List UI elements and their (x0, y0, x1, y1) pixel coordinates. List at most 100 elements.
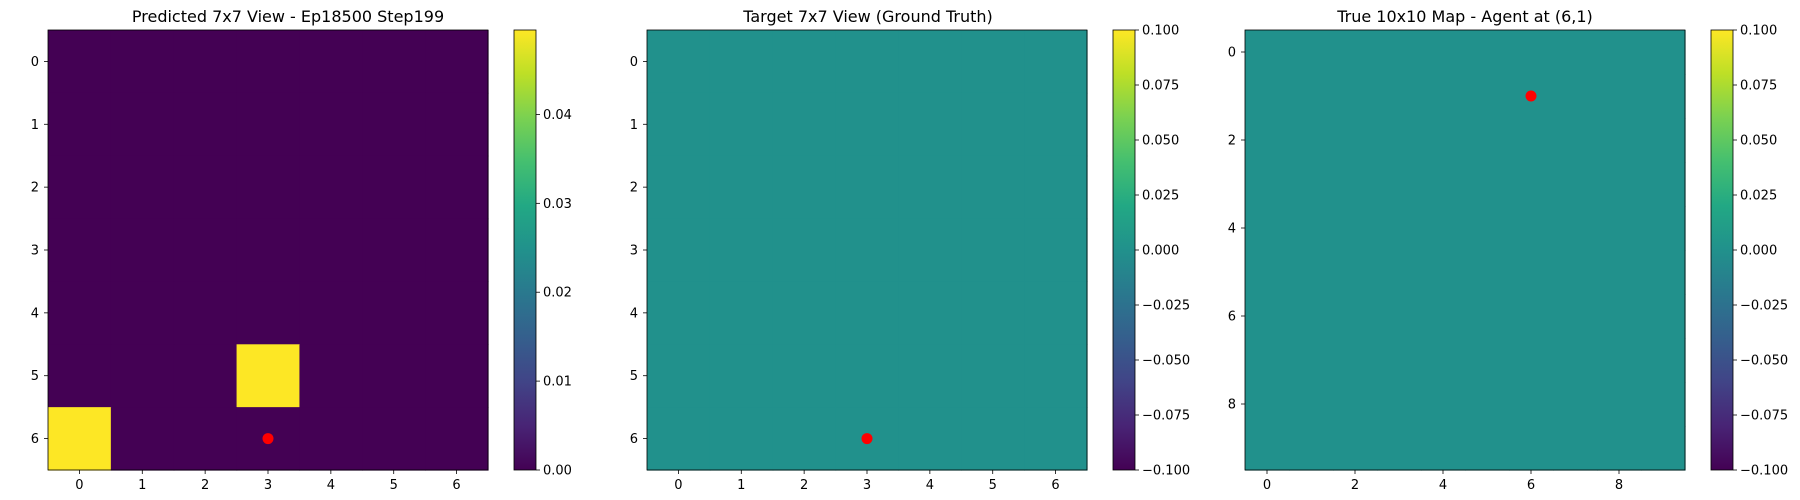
heatmap-cell (1024, 407, 1088, 471)
colorbar-tick-label: 0.025 (1142, 189, 1179, 204)
heatmap-cell (1509, 206, 1554, 251)
heatmap-cell (1245, 382, 1290, 427)
heatmap-cell (1289, 74, 1334, 119)
x-axis-ticks: 0 1 2 3 4 5 6 (674, 470, 1060, 493)
heatmap-cell (1377, 30, 1422, 75)
heatmap-cell (1421, 74, 1466, 119)
colorbar-tick-label: 0.02 (543, 286, 572, 301)
heatmap-cell (1333, 118, 1378, 163)
heatmap-cell (425, 407, 489, 471)
heatmap-cell (898, 407, 962, 471)
heatmap-cell (709, 30, 774, 94)
heatmap-cell (1377, 426, 1422, 471)
heatmap-cell (425, 344, 489, 408)
heatmap-cell (1377, 294, 1422, 339)
colorbar-tick-label: −0.025 (1142, 299, 1190, 314)
heatmap-cell (835, 281, 900, 345)
heatmap-cell (1553, 162, 1598, 207)
heatmap-cell (647, 407, 711, 471)
heatmap-cell (1597, 118, 1642, 163)
heatmap-cell (236, 218, 301, 283)
heatmap-cells (647, 30, 1088, 471)
y-tick-label: 2 (630, 181, 638, 196)
x-tick-label: 3 (264, 478, 272, 493)
heatmap-cell (1289, 206, 1334, 251)
heatmap-cell (362, 281, 426, 345)
heatmap-cell (425, 92, 489, 157)
heatmap-cell (898, 92, 962, 157)
x-tick-label: 3 (863, 478, 871, 493)
heatmap-cell (1245, 250, 1290, 295)
x-tick-label: 2 (201, 478, 209, 493)
heatmap-cell (835, 155, 900, 220)
heatmap-cell (1509, 118, 1554, 163)
heatmap-cell (1421, 30, 1466, 75)
heatmap-cell (236, 30, 301, 94)
colorbar-tick-label: 0.100 (1142, 24, 1179, 39)
colorbar-tick-label: 0.01 (543, 375, 572, 390)
y-tick-label: 0 (31, 55, 39, 70)
heatmap-cell (898, 281, 962, 345)
heatmap-cell (1641, 206, 1686, 251)
heatmap-cell (1289, 426, 1334, 471)
x-tick-label: 1 (138, 478, 146, 493)
panel-true-map: True 10x10 Map - Agent at (6,1) 0 2 4 6 8 0 2… (1228, 7, 1788, 493)
heatmap-cell (1641, 162, 1686, 207)
y-tick-label: 6 (1228, 310, 1236, 325)
panel-target-view: Target 7x7 View (Ground Truth) 0 1 2 3 4 5 6 0… (630, 7, 1190, 493)
heatmap-cells (1245, 30, 1686, 471)
colorbar-tick-label: 0.00 (543, 464, 572, 479)
colorbar (1112, 29, 1136, 471)
agent-marker (1525, 90, 1537, 102)
heatmap-cell (1421, 162, 1466, 207)
colorbar-tick-label: 0.025 (1740, 189, 1777, 204)
colorbar-ticks: 0.00 0.01 0.02 0.03 0.04 (536, 108, 572, 479)
heatmap-cell (772, 92, 837, 157)
heatmap-cell (299, 30, 363, 94)
colorbar (1710, 29, 1734, 471)
heatmap-cell (48, 281, 112, 345)
heatmap-cell (1024, 92, 1088, 157)
colorbar-ticks: 0.100 0.075 0.050 0.025 0.000 −0.025 −0.050 −0.… (1135, 24, 1190, 479)
heatmap-cell (1333, 74, 1378, 119)
heatmap-cell (1024, 30, 1088, 94)
heatmap-cell (647, 344, 711, 408)
heatmap-cell (772, 155, 837, 220)
heatmap-cell (173, 281, 238, 345)
heatmap-cell (1641, 382, 1686, 427)
x-tick-label: 6 (1527, 478, 1535, 493)
heatmap-cell (1024, 155, 1088, 220)
heatmap-cell (1641, 294, 1686, 339)
heatmap-cell (48, 344, 112, 408)
x-tick-label: 4 (327, 478, 335, 493)
colorbar-tick-label: −0.050 (1740, 354, 1788, 369)
heatmap-cell (110, 92, 175, 157)
heatmap-cell (1597, 382, 1642, 427)
heatmap-cell (1245, 206, 1290, 251)
heatmap-cell (1553, 206, 1598, 251)
heatmap-cell (1024, 281, 1088, 345)
heatmap-cell (1245, 118, 1290, 163)
heatmap-cell (1553, 294, 1598, 339)
heatmap-cell (1641, 30, 1686, 75)
heatmap-cell (898, 30, 962, 94)
heatmap-cell (1509, 250, 1554, 295)
heatmap-cell (1377, 162, 1422, 207)
heatmap-cell (1421, 294, 1466, 339)
heatmap-cell (110, 407, 175, 471)
heatmap-cell (362, 92, 426, 157)
y-tick-label: 4 (1228, 222, 1236, 237)
y-tick-label: 5 (31, 369, 39, 384)
heatmap-cell (1553, 74, 1598, 119)
heatmap-cell (1465, 426, 1510, 471)
x-tick-label: 4 (1439, 478, 1447, 493)
heatmap-cell (1421, 118, 1466, 163)
colorbar-tick-label: 0.050 (1142, 134, 1179, 149)
x-tick-label: 2 (1351, 478, 1359, 493)
x-tick-label: 4 (926, 478, 934, 493)
heatmap-cell (1333, 162, 1378, 207)
heatmap-cell (236, 92, 301, 157)
y-tick-label: 4 (31, 306, 39, 321)
heatmap-cell (1421, 338, 1466, 383)
